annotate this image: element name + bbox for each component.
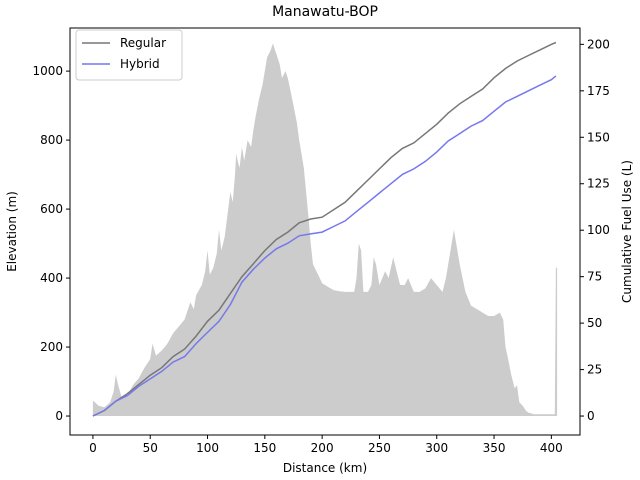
x-tick-label: 0	[89, 441, 97, 455]
y-right-tick-label: 175	[587, 84, 610, 98]
y-left-tick-label: 800	[40, 133, 63, 147]
legend-label-regular: Regular	[120, 36, 166, 50]
x-tick-label: 100	[196, 441, 219, 455]
x-axis-label: Distance (km)	[283, 461, 367, 475]
x-tick-label: 350	[483, 441, 506, 455]
y-axis-right-label: Cumulative Fuel Use (L)	[620, 160, 634, 303]
legend: Regular Hybrid	[75, 29, 183, 81]
legend-label-hybrid: Hybrid	[120, 57, 160, 71]
chart-title: Manawatu-BOP	[272, 4, 378, 20]
y-right-tick-label: 150	[587, 130, 610, 144]
plot-frame	[69, 27, 581, 436]
x-tick-label: 50	[143, 441, 158, 455]
y-left-tick-label: 1000	[32, 64, 63, 78]
x-tick-label: 400	[540, 441, 563, 455]
y-right-tick-label: 200	[587, 37, 610, 51]
y-axis-left-label: Elevation (m)	[5, 191, 19, 272]
series-layer	[92, 41, 557, 417]
y-left-tick-label: 600	[40, 202, 63, 216]
y-right-tick-label: 75	[587, 270, 602, 284]
y-left-tick-label: 200	[40, 340, 63, 354]
y-right-tick-label: 50	[587, 316, 602, 330]
series-line-hybrid	[92, 75, 557, 417]
plot-area	[92, 41, 558, 417]
y-left-tick-label: 400	[40, 271, 63, 285]
y-axis-right: 0 25 50 75 100 125 150 175 200	[580, 37, 610, 423]
x-tick-label: 300	[425, 441, 448, 455]
y-right-tick-label: 125	[587, 177, 610, 191]
y-right-tick-label: 25	[587, 363, 602, 377]
x-tick-label: 150	[253, 441, 276, 455]
y-axis-left: 0 200 400 600 800 1000	[32, 64, 70, 423]
x-tick-label: 250	[368, 441, 391, 455]
elevation-profile-area	[92, 43, 558, 416]
y-right-tick-label: 100	[587, 223, 610, 237]
series-line-regular	[92, 41, 557, 417]
x-tick-label: 200	[311, 441, 334, 455]
y-left-tick-label: 0	[55, 409, 63, 423]
y-right-tick-label: 0	[587, 409, 595, 423]
x-axis: 0 50 100 150 200 250 300 350 400	[89, 435, 563, 455]
